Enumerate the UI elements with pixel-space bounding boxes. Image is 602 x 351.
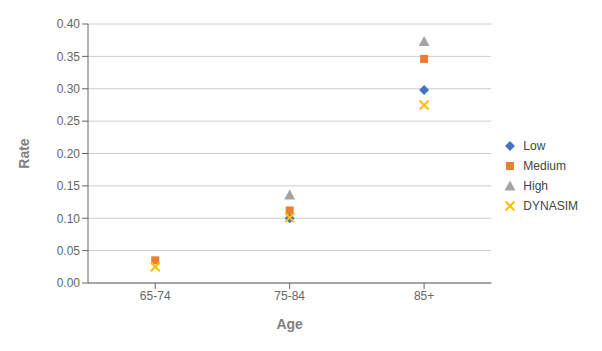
html-text:DYNASIM: DYNASIM bbox=[523, 198, 578, 213]
svg-text:75-84: 75-84 bbox=[274, 289, 305, 303]
svg-text:0.30: 0.30 bbox=[57, 82, 81, 96]
svg-text:0.20: 0.20 bbox=[57, 147, 81, 161]
html-text:Medium: Medium bbox=[523, 158, 566, 173]
svg-text:85+: 85+ bbox=[414, 289, 434, 303]
html-text:Low: Low bbox=[523, 138, 546, 153]
svg-text:0.35: 0.35 bbox=[57, 50, 81, 64]
svg-text:65-74: 65-74 bbox=[140, 289, 171, 303]
svg-text:0.05: 0.05 bbox=[57, 244, 81, 258]
svg-text:0.40: 0.40 bbox=[57, 17, 81, 31]
svg-text:0.10: 0.10 bbox=[57, 212, 81, 226]
svg-text:0.00: 0.00 bbox=[57, 276, 81, 290]
svg-text:Rate: Rate bbox=[16, 138, 32, 169]
svg-text:0.25: 0.25 bbox=[57, 114, 81, 128]
html-text:High: High bbox=[523, 178, 548, 193]
svg-text:0.15: 0.15 bbox=[57, 179, 81, 193]
svg-text:Age: Age bbox=[276, 316, 303, 332]
